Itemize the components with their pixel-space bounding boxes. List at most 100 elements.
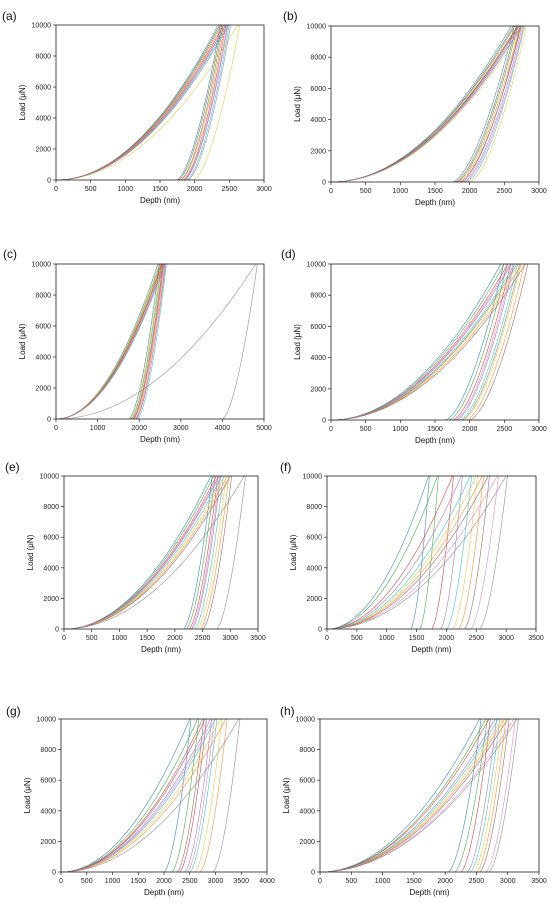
- panel-label: (c): [3, 247, 17, 261]
- y-tick-label: 0: [311, 870, 315, 877]
- loading-curve: [63, 475, 223, 630]
- x-tick-label: 1000: [105, 878, 121, 885]
- x-tick-label: 1500: [406, 878, 422, 885]
- panel-label: (d): [281, 247, 296, 261]
- x-tick-label: 500: [85, 186, 97, 193]
- loading-curve: [319, 718, 502, 873]
- unloading-curve: [459, 263, 518, 421]
- loading-curve: [319, 718, 496, 873]
- unloading-curve: [466, 263, 525, 421]
- y-tick-label: 2000: [310, 386, 326, 393]
- y-tick-label: 2000: [299, 839, 315, 846]
- unloading-curve: [194, 718, 223, 873]
- y-tick-label: 2000: [310, 148, 326, 155]
- y-tick-label: 10000: [296, 717, 316, 724]
- loading-curve: [319, 718, 518, 873]
- x-tick-label: 0: [54, 425, 58, 432]
- unloading-curve: [194, 475, 224, 630]
- unloading-curve: [458, 475, 484, 630]
- loading-curve: [63, 475, 217, 630]
- unloading-curve: [479, 475, 508, 630]
- unloading-curve: [185, 475, 216, 630]
- x-tick-label: 2000: [156, 878, 172, 885]
- loading-curve: [63, 475, 245, 630]
- unloading-curve: [129, 263, 161, 420]
- loading-curve: [326, 475, 429, 630]
- y-tick-label: 6000: [310, 324, 326, 331]
- y-tick-label: 2000: [43, 596, 59, 603]
- loading-curve: [55, 263, 162, 420]
- unloading-curve: [473, 718, 504, 873]
- loading-curve: [330, 25, 514, 183]
- y-tick-label: 0: [47, 178, 51, 185]
- loading-curve: [55, 263, 159, 420]
- loading-curve: [55, 263, 164, 420]
- loading-curve: [60, 718, 239, 873]
- loading-curve: [55, 24, 238, 181]
- x-tick-label: 2000: [131, 425, 147, 432]
- y-tick-label: 8000: [43, 504, 59, 511]
- unloading-curve: [462, 263, 522, 421]
- x-tick-label: 1000: [393, 426, 409, 433]
- x-tick-label: 2500: [497, 188, 513, 195]
- x-tick-label: 2500: [222, 186, 238, 193]
- y-tick-label: 10000: [307, 24, 327, 31]
- x-tick-label: 2000: [462, 426, 478, 433]
- y-axis-label: Load (μN): [18, 323, 27, 359]
- unloading-curve: [128, 263, 160, 420]
- loading-curve: [55, 24, 225, 181]
- x-axis-label: Depth (nm): [409, 888, 449, 897]
- unloading-curve: [464, 475, 490, 630]
- panel-label: (g): [6, 704, 21, 718]
- panel-label: (b): [283, 9, 298, 23]
- unloading-curve: [191, 475, 221, 630]
- unloading-curve: [460, 718, 491, 873]
- loading-curve: [60, 718, 191, 873]
- x-tick-label: 3000: [531, 188, 547, 195]
- loading-curve: [330, 263, 502, 421]
- x-axis-label: Depth (nm): [141, 645, 181, 654]
- y-tick-label: 4000: [299, 808, 315, 815]
- x-tick-label: 0: [59, 878, 63, 885]
- x-tick-label: 500: [81, 878, 93, 885]
- unloading-curve: [462, 25, 523, 183]
- x-tick-label: 1500: [139, 635, 155, 642]
- y-axis-label: Load (μN): [18, 84, 27, 120]
- plot-frame: [326, 475, 537, 630]
- unloading-curve: [448, 718, 482, 873]
- x-tick-label: 1000: [375, 878, 391, 885]
- loading-curve: [63, 475, 220, 630]
- y-tick-label: 6000: [299, 778, 315, 785]
- x-tick-label: 0: [62, 635, 66, 642]
- loading-curve: [330, 263, 522, 421]
- x-tick-label: 3000: [531, 426, 547, 433]
- unloading-curve: [176, 718, 205, 873]
- chart-panel: 0 1000 2000 3000 4000 5000 0 2000 4000 6000 8000 10…: [3, 247, 272, 444]
- unloading-curve: [410, 475, 430, 630]
- y-tick-label: 10000: [303, 474, 323, 481]
- unloading-curve: [455, 263, 515, 421]
- y-tick-label: 0: [322, 180, 326, 187]
- unloading-curve: [196, 475, 227, 630]
- y-tick-label: 8000: [310, 293, 326, 300]
- x-tick-label: 3000: [173, 425, 189, 432]
- unloading-curve: [460, 25, 521, 183]
- x-tick-label: 1500: [427, 188, 443, 195]
- unloading-curve: [470, 718, 501, 873]
- x-tick-label: 3000: [256, 186, 272, 193]
- unloading-curve: [454, 263, 513, 421]
- unloading-curve: [184, 718, 212, 873]
- unloading-curve: [222, 263, 258, 420]
- unloading-curve: [193, 24, 241, 181]
- y-tick-label: 10000: [32, 23, 52, 30]
- x-tick-label: 1500: [152, 186, 168, 193]
- y-tick-label: 8000: [35, 54, 51, 61]
- x-tick-label: 2500: [182, 878, 198, 885]
- x-axis-label: Depth (nm): [411, 645, 451, 654]
- loading-curve: [55, 263, 165, 420]
- loading-curve: [326, 475, 453, 630]
- x-axis-label: Depth (nm): [415, 436, 455, 445]
- y-tick-label: 4000: [40, 808, 56, 815]
- y-axis-label: Load (μN): [282, 777, 291, 813]
